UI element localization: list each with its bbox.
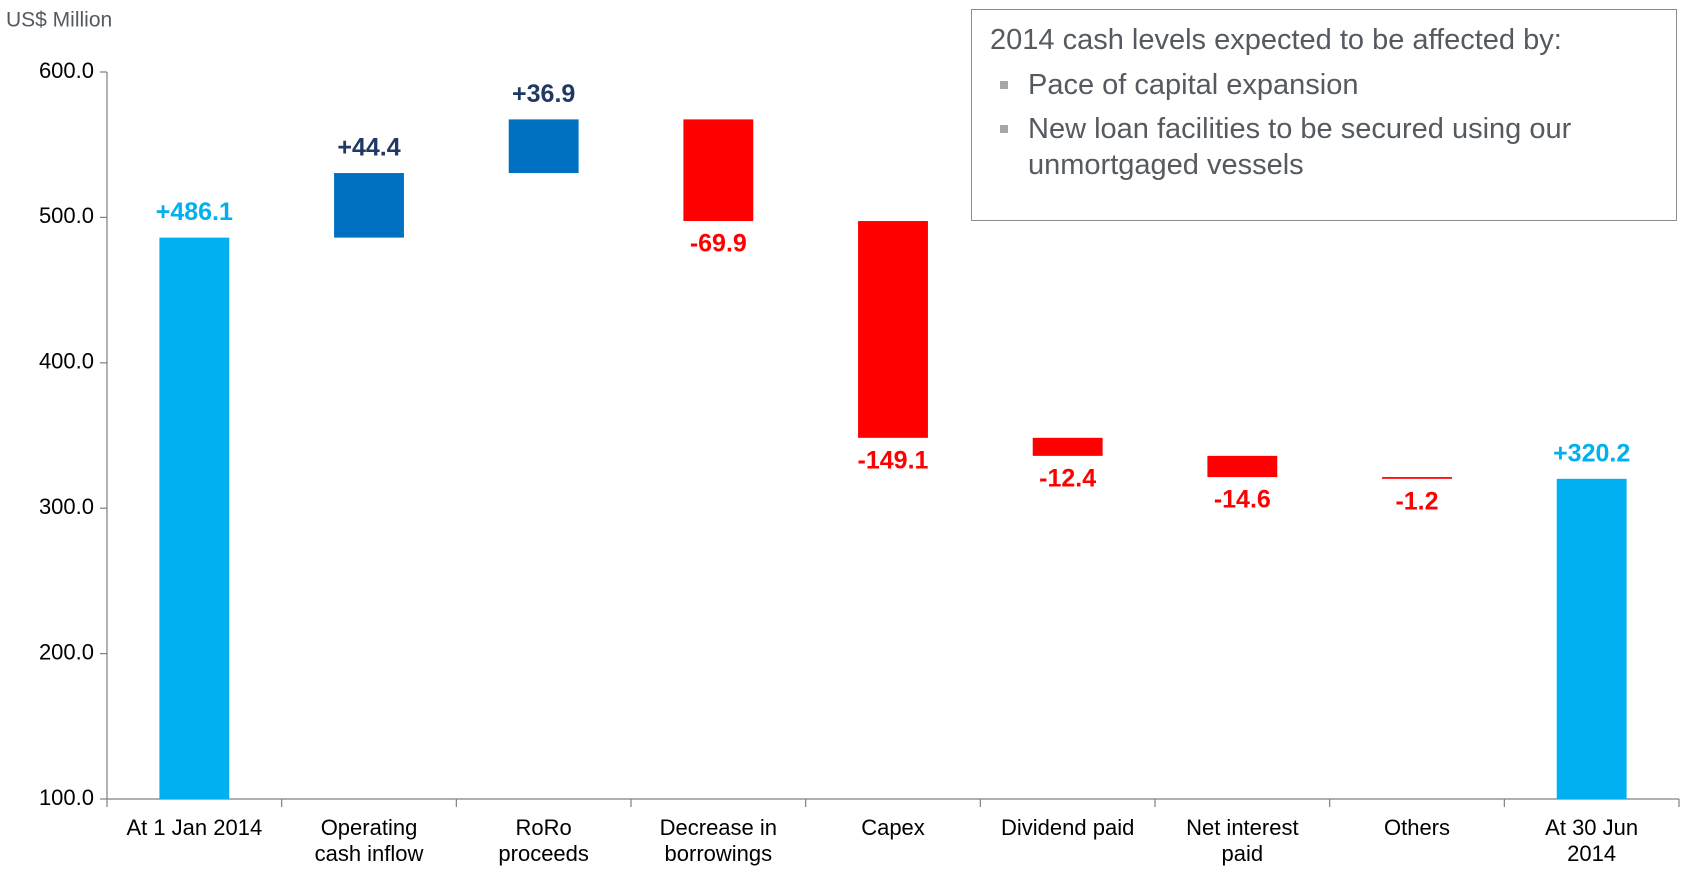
y-tick-label: 300.0 — [39, 494, 94, 519]
x-tick-label: Dividend paid — [1001, 815, 1135, 840]
bar — [683, 119, 754, 222]
x-tick-label: Decrease in borrowings — [659, 815, 778, 866]
annotation-title: 2014 cash levels expected to be affected… — [990, 24, 1562, 56]
bar — [334, 173, 404, 238]
x-tick-label: At 1 Jan 2014 — [126, 815, 263, 840]
bar — [858, 221, 928, 438]
annotation-box: 2014 cash levels expected to be affected… — [971, 9, 1677, 221]
y-tick-label: 500.0 — [39, 203, 94, 228]
data-label: -69.9 — [690, 230, 747, 258]
y-tick-label: 400.0 — [39, 349, 94, 374]
bar — [1032, 437, 1103, 456]
data-label: +44.4 — [337, 134, 400, 162]
bar — [1556, 478, 1627, 799]
data-label: +36.9 — [512, 80, 575, 108]
data-label: -1.2 — [1395, 487, 1438, 515]
x-tick-label: At 30 Jun 2014 — [1545, 815, 1639, 866]
bar — [1382, 477, 1452, 479]
data-label: +486.1 — [156, 198, 233, 226]
data-label: -149.1 — [858, 446, 929, 474]
annotation-bullet: New loan facilities to be secured using … — [990, 111, 1658, 183]
bar — [1207, 455, 1278, 478]
x-tick-label: Operating cash inflow — [314, 815, 424, 866]
annotation-bullet: Pace of capital expansion — [990, 67, 1658, 103]
x-tick-label: Others — [1383, 815, 1451, 840]
annotation-list: Pace of capital expansion New loan facil… — [990, 67, 1658, 183]
y-tick-label: 100.0 — [39, 785, 94, 810]
bar — [159, 237, 230, 799]
y-tick-label: 600.0 — [39, 58, 94, 83]
x-tick-label: Capex — [861, 815, 925, 840]
bar — [508, 119, 579, 174]
data-label: -12.4 — [1039, 464, 1096, 492]
data-label: -14.6 — [1214, 486, 1271, 514]
x-tick-label: Net interest paid — [1186, 815, 1299, 866]
y-axis-label: US$ Million — [6, 9, 112, 32]
data-label: +320.2 — [1553, 439, 1630, 467]
x-tick-label: RoRo proceeds — [498, 815, 589, 866]
y-tick-label: 200.0 — [39, 639, 94, 664]
